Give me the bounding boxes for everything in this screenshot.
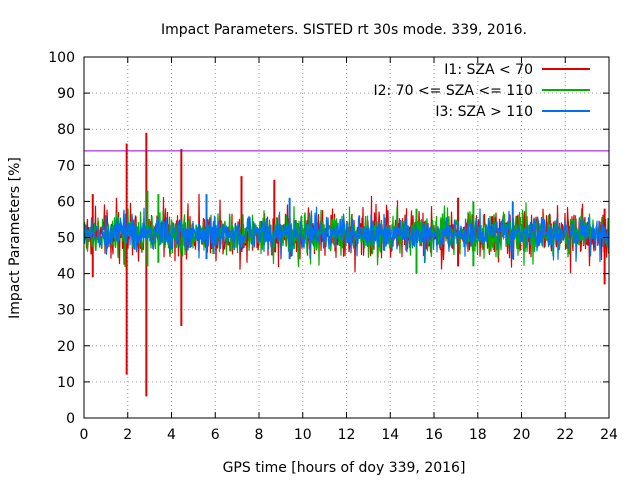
- x-tick-label: 16: [425, 427, 443, 443]
- y-tick-label: 0: [66, 411, 75, 427]
- x-tick-label: 6: [211, 427, 220, 443]
- axis-ticks: 0 2 4 6 8 10 12 14 16 18 20 22 240102030405060708090…: [48, 50, 618, 443]
- x-tick-label: 2: [123, 427, 132, 443]
- y-tick-label: 80: [57, 122, 75, 138]
- legend-label: I2: 70 <= SZA <= 110: [373, 83, 533, 99]
- x-axis-label: GPS time [hours of doy 339, 2016]: [223, 460, 466, 476]
- y-axis-label: Impact Parameters [%]: [7, 157, 23, 319]
- y-tick-label: 10: [57, 375, 75, 391]
- legend-label: I3: SZA > 110: [435, 104, 533, 120]
- y-tick-label: 60: [57, 194, 75, 210]
- y-tick-label: 100: [48, 50, 75, 66]
- series-layer: [84, 132, 609, 397]
- x-tick-label: 18: [469, 427, 487, 443]
- x-tick-label: 22: [556, 427, 574, 443]
- x-tick-label: 20: [513, 427, 531, 443]
- legend: I1: SZA < 70 I2: 70 <= SZA <= 110 I3: SZA …: [373, 62, 590, 120]
- y-tick-label: 30: [57, 303, 75, 319]
- x-tick-label: 24: [600, 427, 618, 443]
- y-tick-label: 40: [57, 267, 75, 283]
- x-tick-label: 0: [80, 427, 89, 443]
- series-trace: [84, 206, 609, 263]
- legend-label: I1: SZA < 70: [444, 62, 533, 78]
- x-tick-label: 12: [338, 427, 356, 443]
- chart-title: Impact Parameters. SISTED rt 30s mode. 3…: [161, 22, 527, 38]
- y-tick-label: 20: [57, 339, 75, 355]
- x-tick-label: 4: [167, 427, 176, 443]
- x-tick-label: 10: [294, 427, 312, 443]
- y-tick-label: 50: [57, 231, 75, 247]
- x-tick-label: 14: [381, 427, 399, 443]
- y-tick-label: 90: [57, 86, 75, 102]
- y-tick-label: 70: [57, 158, 75, 174]
- x-tick-label: 8: [255, 427, 264, 443]
- series-1: [84, 132, 609, 397]
- series-3: [84, 194, 609, 263]
